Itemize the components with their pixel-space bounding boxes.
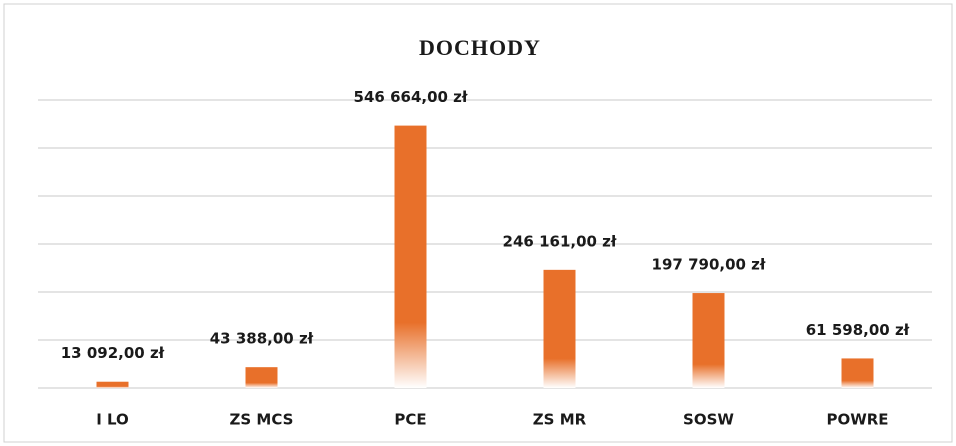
bar bbox=[245, 367, 278, 388]
value-label: 546 664,00 zł bbox=[354, 88, 468, 106]
value-label: 61 598,00 zł bbox=[806, 321, 910, 339]
bar bbox=[543, 269, 576, 388]
value-label: 246 161,00 zł bbox=[503, 232, 617, 250]
bar bbox=[841, 358, 874, 388]
chart-frame bbox=[3, 3, 953, 443]
value-label: 197 790,00 zł bbox=[652, 256, 766, 274]
bar bbox=[96, 381, 129, 388]
x-tick-label: ZS MCS bbox=[230, 411, 294, 429]
x-tick-label: SOSW bbox=[683, 411, 734, 429]
bar bbox=[692, 293, 725, 388]
value-label: 13 092,00 zł bbox=[61, 344, 165, 362]
bar bbox=[394, 125, 427, 388]
value-label: 43 388,00 zł bbox=[210, 330, 314, 348]
x-tick-label: POWRE bbox=[826, 411, 888, 429]
x-tick-label: I LO bbox=[96, 411, 129, 429]
x-tick-label: PCE bbox=[394, 411, 426, 429]
x-tick-label: ZS MR bbox=[533, 411, 587, 429]
chart-title: DOCHODY bbox=[419, 35, 541, 60]
